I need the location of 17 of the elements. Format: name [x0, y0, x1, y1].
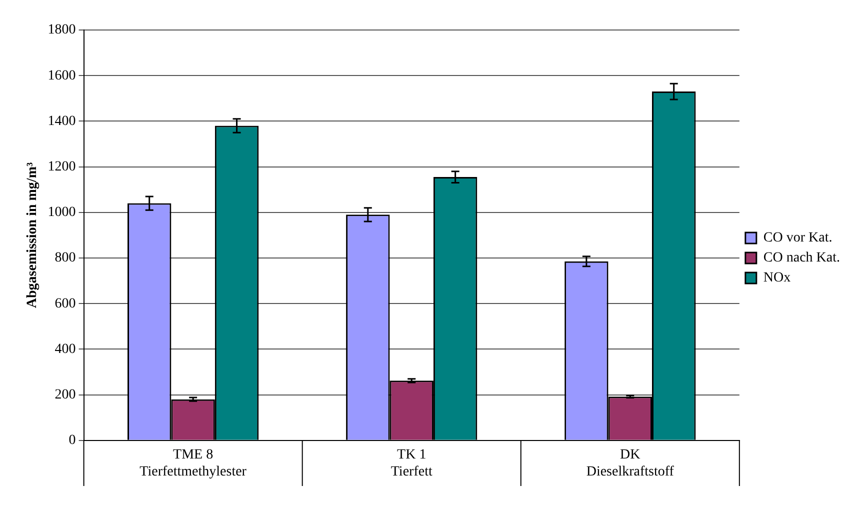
- x-tick-label: DK Dieselkraftstoff: [586, 447, 674, 480]
- x-tick-label: TME 8 Tierfettmethylester: [140, 447, 247, 480]
- y-axis-title: Abgasemission in mg/m³: [25, 162, 40, 308]
- legend-label: CO vor Kat.: [763, 230, 832, 246]
- y-tick-label: 600: [54, 296, 76, 312]
- x-tick-label: TK 1 Tierfett: [390, 447, 432, 480]
- y-tick-label: 400: [54, 342, 76, 357]
- y-tick-label: 1800: [48, 22, 76, 38]
- y-tick-label: 1400: [48, 114, 76, 129]
- y-tick-label: 1000: [48, 205, 76, 220]
- y-tick-label: 0: [68, 433, 76, 448]
- y-tick-label: 1600: [48, 68, 76, 84]
- legend-label: NOx: [763, 270, 791, 286]
- legend-label: CO nach Kat.: [763, 250, 840, 266]
- y-tick-label: 800: [54, 250, 76, 266]
- y-tick-label: 1200: [48, 159, 76, 174]
- y-tick-label: 200: [54, 387, 76, 402]
